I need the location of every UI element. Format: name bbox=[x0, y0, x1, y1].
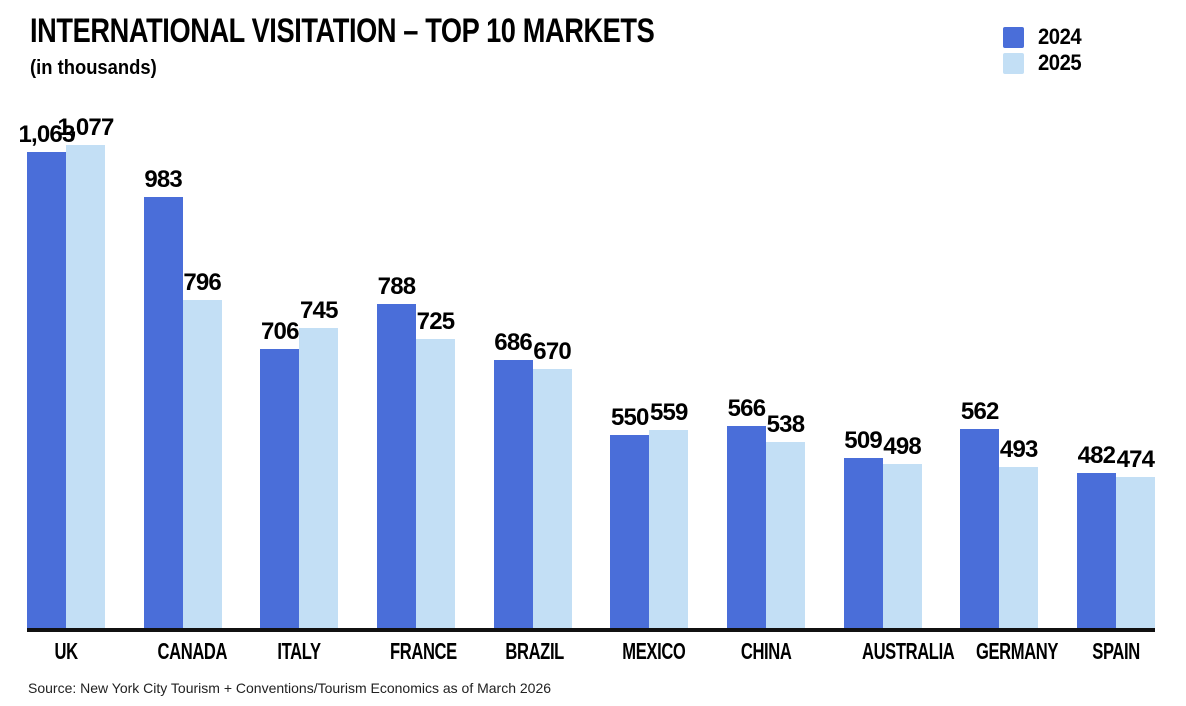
category-label-text-australia: AUSTRALIA bbox=[861, 638, 955, 664]
legend-label-2024: 2024 bbox=[1038, 24, 1082, 49]
bar-group-italy: 706 745 bbox=[260, 298, 338, 628]
bar-2024-brazil: 686 bbox=[493, 331, 533, 628]
bar-2025-canada: 796 bbox=[182, 270, 222, 628]
value-label-2025-china: 538 bbox=[766, 410, 805, 438]
value-label-2025-australia: 498 bbox=[883, 432, 921, 460]
category-label-text-brazil: BRAZIL bbox=[505, 638, 564, 664]
category-label-germany: GERMANY bbox=[960, 640, 1058, 663]
value-label-2024-brazil: 686 bbox=[494, 329, 532, 357]
bar-2025-australia: 498 bbox=[882, 434, 922, 628]
value-label-2024-canada: 983 bbox=[144, 165, 182, 193]
value-label-2025-italy: 745 bbox=[299, 296, 338, 324]
source-note: Source: New York City Tourism + Conventi… bbox=[28, 680, 552, 696]
bar-group-brazil: 686 670 bbox=[493, 331, 572, 628]
bar-2024-spain: 482 bbox=[1076, 443, 1116, 628]
bar-2024-italy: 706 bbox=[260, 320, 299, 628]
bar-2025-spain: 474 bbox=[1115, 448, 1155, 628]
legend: 2024 2025 bbox=[1003, 26, 1085, 74]
bar-group-canada: 983 796 bbox=[143, 167, 222, 628]
category-label-mexico: MEXICO bbox=[610, 640, 688, 663]
legend-swatch-2025 bbox=[1003, 52, 1024, 74]
bar-2025-france: 725 bbox=[415, 309, 455, 628]
category-label-france: FRANCE bbox=[377, 638, 457, 664]
value-label-2025-france: 725 bbox=[416, 307, 455, 335]
category-label-text-uk: UK bbox=[54, 638, 78, 664]
category-label-text-italy: ITALY bbox=[277, 638, 322, 664]
value-label-2025-uk: 1,077 bbox=[57, 113, 114, 141]
value-label-2024-australia: 509 bbox=[844, 426, 882, 454]
bar-2025-italy: 745 bbox=[299, 298, 338, 628]
bar-2025-germany: 493 bbox=[999, 437, 1038, 628]
bar-group-china: 566 538 bbox=[726, 397, 805, 628]
value-label-2025-brazil: 670 bbox=[533, 338, 571, 365]
category-label-text-china: CHINA bbox=[740, 638, 792, 664]
value-label-2025-spain: 474 bbox=[1116, 446, 1155, 473]
value-label-2024-italy: 706 bbox=[260, 318, 299, 346]
bar-2025-brazil: 670 bbox=[532, 340, 572, 628]
value-label-2025-canada: 796 bbox=[183, 268, 221, 296]
value-label-2025-mexico: 559 bbox=[649, 399, 688, 427]
plot-area: 1,063 1,077 983 796 706 745 788 725 686 670 550 559… bbox=[18, 115, 1155, 632]
category-label-text-spain: SPAIN bbox=[1092, 638, 1140, 664]
value-label-2025-germany: 493 bbox=[999, 435, 1038, 463]
value-label-2024-spain: 482 bbox=[1077, 441, 1116, 469]
bar-2025-uk: 1,077 bbox=[57, 115, 114, 628]
legend-item-2024: 2024 bbox=[1003, 26, 1085, 48]
value-label-2024-germany: 562 bbox=[960, 397, 999, 425]
category-label-italy: ITALY bbox=[260, 640, 338, 663]
page-title: INTERNATIONAL VISITATION – TOP 10 MARKET… bbox=[30, 12, 655, 50]
category-label-text-canada: CANADA bbox=[157, 638, 227, 664]
category-label-brazil: BRAZIL bbox=[494, 640, 572, 663]
category-label-uk: UK bbox=[27, 640, 105, 663]
bar-group-france: 788 725 bbox=[376, 274, 455, 628]
chart-subtitle: (in thousands) bbox=[30, 57, 157, 79]
bar-2024-france: 788 bbox=[376, 274, 416, 628]
category-label-text-germany: GERMANY bbox=[976, 638, 1059, 664]
bar-2024-canada: 983 bbox=[143, 167, 183, 628]
legend-label-2025: 2025 bbox=[1038, 50, 1082, 75]
bar-group-australia: 509 498 bbox=[843, 428, 922, 628]
bar-2025-china: 538 bbox=[765, 412, 805, 628]
bar-2024-mexico: 550 bbox=[610, 406, 649, 628]
bar-2024-china: 566 bbox=[726, 397, 766, 628]
bar-group-uk: 1,063 1,077 bbox=[18, 115, 114, 628]
value-label-2024-france: 788 bbox=[377, 272, 416, 300]
bar-group-mexico: 550 559 bbox=[610, 401, 688, 628]
category-label-spain: SPAIN bbox=[1077, 640, 1155, 663]
bar-2024-australia: 509 bbox=[843, 428, 883, 628]
value-label-2024-uk: 1,063 bbox=[18, 121, 75, 149]
category-label-text-france: FRANCE bbox=[389, 638, 457, 664]
legend-swatch-2024 bbox=[1003, 26, 1024, 48]
bar-2024-uk: 1,063 bbox=[18, 123, 75, 628]
bar-2024-germany: 562 bbox=[960, 399, 999, 628]
bar-2025-mexico: 559 bbox=[649, 401, 688, 628]
category-labels-row: UK CANADA ITALY FRANCE BRAZIL MEXICO CHINA AUST… bbox=[27, 640, 1155, 663]
bar-group-spain: 482 474 bbox=[1076, 443, 1155, 628]
value-label-2024-mexico: 550 bbox=[610, 404, 649, 432]
category-label-china: CHINA bbox=[727, 640, 805, 663]
category-label-canada: CANADA bbox=[144, 640, 227, 663]
category-label-australia: AUSTRALIA bbox=[844, 640, 955, 663]
legend-item-2025: 2025 bbox=[1003, 52, 1085, 74]
value-label-2024-china: 566 bbox=[727, 395, 766, 423]
bar-group-germany: 562 493 bbox=[960, 399, 1038, 628]
category-label-text-mexico: MEXICO bbox=[622, 638, 687, 664]
